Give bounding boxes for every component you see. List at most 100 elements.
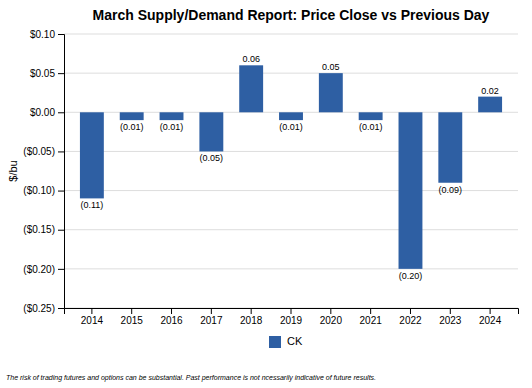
y-tick-mark <box>58 151 64 152</box>
y-tick-mark <box>58 269 64 270</box>
x-axis: 2014 2015 2016 2017 2018 2019 2020 2021 2022 2023… <box>65 308 519 326</box>
legend-item: CK <box>269 335 303 348</box>
y-tick: ($0.10) <box>23 185 64 196</box>
data-label: (0.11) <box>80 200 103 210</box>
y-tick: ($0.15) <box>23 224 64 235</box>
x-tick-mark <box>251 308 252 314</box>
y-axis: ($0.25) ($0.20) ($0.15) ($0.10) ($0.05) $0.00… <box>23 29 64 314</box>
x-tick: 2021 <box>360 308 383 326</box>
bar <box>478 97 502 113</box>
x-tick-mark <box>171 308 172 314</box>
grid-line <box>64 268 518 269</box>
title: March Supply/Demand Report: Price Close … <box>93 7 490 23</box>
x-tick: 2014 <box>81 308 104 326</box>
bar <box>120 112 144 120</box>
bars <box>80 65 502 269</box>
y-tick-mark <box>58 34 64 35</box>
data-label: (0.01) <box>120 122 144 132</box>
y-tick: ($0.05) <box>23 146 64 157</box>
x-tick-label: 2024 <box>479 315 502 326</box>
x-tick: 2015 <box>121 308 144 326</box>
x-tick-label: 2022 <box>399 315 422 326</box>
legend: CK <box>269 335 303 348</box>
y-tick-label: $0.10 <box>30 29 55 40</box>
x-tick: 2017 <box>200 308 223 326</box>
data-label: (0.01) <box>279 122 303 132</box>
data-label: (0.09) <box>439 185 463 195</box>
bar <box>199 112 223 151</box>
y-tick-label: ($0.20) <box>23 264 55 275</box>
x-tick-label: 2015 <box>121 315 144 326</box>
bar <box>319 73 343 112</box>
y-tick-label: ($0.10) <box>23 185 55 196</box>
x-tick-mark <box>211 308 212 314</box>
x-tick-mark <box>131 308 132 314</box>
x-tick: 2018 <box>240 308 263 326</box>
x-tick: 2023 <box>439 308 462 326</box>
bar <box>160 112 184 120</box>
x-tick: 2024 <box>479 308 502 326</box>
bar <box>399 112 423 269</box>
x-tick: 2016 <box>160 308 183 326</box>
x-tick-label: 2016 <box>160 315 183 326</box>
y-axis-title: $/bu <box>7 160 19 181</box>
x-tick: 2022 <box>399 308 422 326</box>
y-tick-mark <box>58 73 64 74</box>
plot: ($0.25) ($0.20) ($0.15) ($0.10) ($0.05) $0.00… <box>23 29 518 326</box>
y-tick: $0.00 <box>30 107 64 118</box>
data-labels: (0.11) (0.01) (0.01) (0.05) 0.06 (0.01) 0.05 (0… <box>80 54 498 281</box>
legend-swatch <box>269 336 281 348</box>
footnote: The risk of trading futures and options … <box>6 374 376 382</box>
y-tick-mark <box>58 230 64 231</box>
x-tick-label: 2018 <box>240 315 263 326</box>
data-label: 0.06 <box>242 54 260 64</box>
legend-label: CK <box>287 335 303 347</box>
y-tick-label: ($0.15) <box>23 224 55 235</box>
x-tick-label: 2023 <box>439 315 462 326</box>
y-tick-mark <box>58 112 64 113</box>
y-tick-label: $0.05 <box>30 68 55 79</box>
y-tick-label: $0.00 <box>30 107 55 118</box>
x-tick-label: 2020 <box>320 315 343 326</box>
x-tick-mark <box>410 308 411 314</box>
y-tick: $0.10 <box>30 29 64 40</box>
x-tick-mark <box>91 308 92 314</box>
y-tick: $0.05 <box>30 68 64 79</box>
grid-line <box>64 73 518 74</box>
y-tick-mark <box>58 308 64 309</box>
y-axis-line <box>58 35 65 309</box>
x-tick-mark <box>291 308 292 314</box>
grid <box>64 34 518 308</box>
y-tick-label: ($0.25) <box>23 303 55 314</box>
grid-line <box>64 229 518 230</box>
y-tick: ($0.20) <box>23 264 64 275</box>
y-tick-label: ($0.05) <box>23 146 55 157</box>
grid-line <box>64 34 518 35</box>
chart-svg: March Supply/Demand Report: Price Close … <box>0 0 532 388</box>
x-axis-line <box>65 309 519 315</box>
x-tick-label: 2021 <box>360 315 383 326</box>
bar <box>239 65 263 112</box>
data-label: (0.05) <box>200 153 224 163</box>
x-tick-label: 2014 <box>81 315 104 326</box>
y-tick-mark <box>58 191 64 192</box>
chart-container: March Supply/Demand Report: Price Close … <box>0 0 532 388</box>
x-tick-label: 2017 <box>200 315 223 326</box>
x-tick-mark <box>490 308 491 314</box>
x-tick-mark <box>450 308 451 314</box>
data-label: (0.01) <box>359 122 383 132</box>
bar <box>80 112 104 198</box>
x-tick: 2019 <box>280 308 303 326</box>
x-tick: 2020 <box>320 308 343 326</box>
bar <box>438 112 462 182</box>
data-label: (0.01) <box>160 122 184 132</box>
bar <box>359 112 383 120</box>
data-label: (0.20) <box>399 271 423 281</box>
bar <box>279 112 303 120</box>
x-tick-label: 2019 <box>280 315 303 326</box>
x-tick-mark <box>370 308 371 314</box>
y-tick: ($0.25) <box>23 303 64 314</box>
data-label: 0.05 <box>322 62 340 72</box>
x-tick-mark <box>330 308 331 314</box>
data-label: 0.02 <box>481 86 499 96</box>
